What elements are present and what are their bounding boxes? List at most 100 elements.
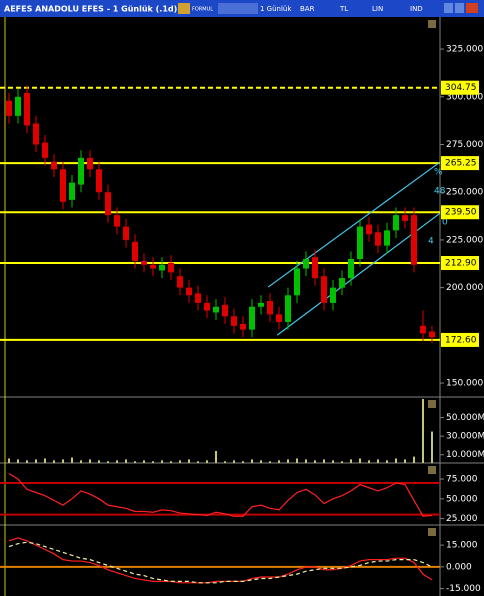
candle-body (366, 224, 372, 235)
y-tick-label: 50.000 (446, 494, 478, 504)
volume-bar (413, 456, 415, 463)
volume-bar (179, 460, 181, 463)
y-tick-label: 325.000 (446, 45, 483, 55)
volume-bar (26, 460, 28, 463)
reference-label: 212.90 (445, 259, 477, 269)
y-tick-label: 225.000 (446, 235, 483, 245)
close-button[interactable] (466, 3, 478, 13)
toolbar-button[interactable]: FORMUL (192, 7, 213, 13)
panel-button[interactable] (428, 400, 436, 408)
candle-body (15, 96, 21, 116)
y-tick-label: 300.000 (446, 92, 483, 102)
candle-body (33, 123, 39, 145)
candle-body (339, 278, 345, 288)
volume-bar (233, 460, 235, 463)
y-tick-label: 10.000M (446, 450, 484, 460)
y-tick-label: 75.000 (446, 475, 478, 485)
volume-bar (98, 460, 100, 463)
panel-button[interactable] (428, 528, 436, 536)
annotation: 0 (442, 218, 448, 228)
candle-body (96, 169, 102, 193)
toolbar-button[interactable]: IND (410, 5, 423, 13)
candle-body (123, 226, 129, 240)
volume-bar (53, 460, 55, 463)
volume-bar (278, 460, 280, 463)
indicator-line (8, 473, 433, 517)
reference-label: 304.75 (445, 83, 477, 93)
y-tick-label: 25.000 (446, 514, 478, 524)
y-tick-label: 0.000 (446, 562, 472, 572)
volume-bar (395, 458, 397, 463)
volume-bar (350, 459, 352, 463)
candle-body (132, 241, 138, 261)
toolbar-icon[interactable] (178, 3, 190, 14)
candle-body (177, 276, 183, 288)
volume-bar (89, 459, 91, 463)
candle-body (231, 316, 237, 326)
volume-bar (17, 459, 19, 463)
volume-bar (170, 461, 172, 463)
volume-bar (44, 458, 46, 463)
candle-body (357, 226, 363, 260)
volume-bar (35, 459, 37, 463)
annotation: % (434, 168, 443, 178)
candle-body (168, 262, 174, 273)
volume-bar (80, 460, 82, 463)
volume-bar (404, 459, 406, 463)
window-title: AEFES ANADOLU EFES - 1 Günlük (.1d) (4, 5, 177, 14)
candle-body (312, 257, 318, 279)
reference-label: 265.25 (445, 159, 477, 169)
volume-bar (197, 461, 199, 463)
candle-body (159, 264, 165, 271)
volume-bar (323, 459, 325, 463)
volume-bar (242, 461, 244, 463)
candle-body (6, 100, 12, 116)
candle-body (393, 215, 399, 231)
candle-body (267, 300, 273, 315)
annotation: 48 (434, 187, 446, 197)
candle-body (51, 161, 57, 170)
reference-label-box (441, 256, 479, 271)
y-tick-label: 15.000 (446, 541, 478, 551)
volume-bar (143, 460, 145, 463)
volume-bar (152, 461, 154, 463)
volume-bar (71, 457, 73, 463)
y-tick-label: -15.000 (446, 584, 481, 594)
volume-bar (359, 458, 361, 463)
candle-body (375, 232, 381, 246)
candle-body (294, 268, 300, 296)
toolbar-button[interactable]: 1 Günlük (260, 5, 292, 13)
candle-body (276, 314, 282, 322)
candle-body (348, 259, 354, 279)
y-tick-label: 200.000 (446, 283, 483, 293)
volume-bar (422, 399, 424, 463)
volume-bar (287, 459, 289, 463)
volume-bar (215, 451, 217, 463)
candle-body (240, 323, 246, 330)
toolbar-button[interactable]: TL (339, 5, 348, 13)
candle-body (222, 304, 228, 317)
reference-label: 239.50 (445, 208, 477, 218)
indicator-line (8, 541, 433, 584)
candle-body (420, 325, 426, 334)
reference-label-box (441, 80, 479, 95)
candle-body (411, 215, 417, 265)
y-tick-label: 50.000M (446, 413, 484, 423)
minimize-button[interactable] (444, 3, 453, 13)
candle-body (69, 182, 75, 200)
reference-label-box (441, 156, 479, 171)
volume-bar (305, 459, 307, 463)
volume-bar (134, 461, 136, 463)
toolbar-button[interactable]: BAR (300, 5, 315, 13)
candle-body (402, 215, 408, 221)
volume-bar (368, 460, 370, 463)
panel-button[interactable] (428, 20, 436, 28)
candle-body (204, 302, 210, 311)
panel-button[interactable] (428, 466, 436, 474)
candle-body (141, 260, 147, 265)
maximize-button[interactable] (455, 3, 464, 13)
candle-body (258, 302, 264, 307)
toolbar-button[interactable]: LIN (372, 5, 383, 13)
volume-bar (296, 458, 298, 463)
toolbar-icons[interactable] (218, 3, 258, 14)
